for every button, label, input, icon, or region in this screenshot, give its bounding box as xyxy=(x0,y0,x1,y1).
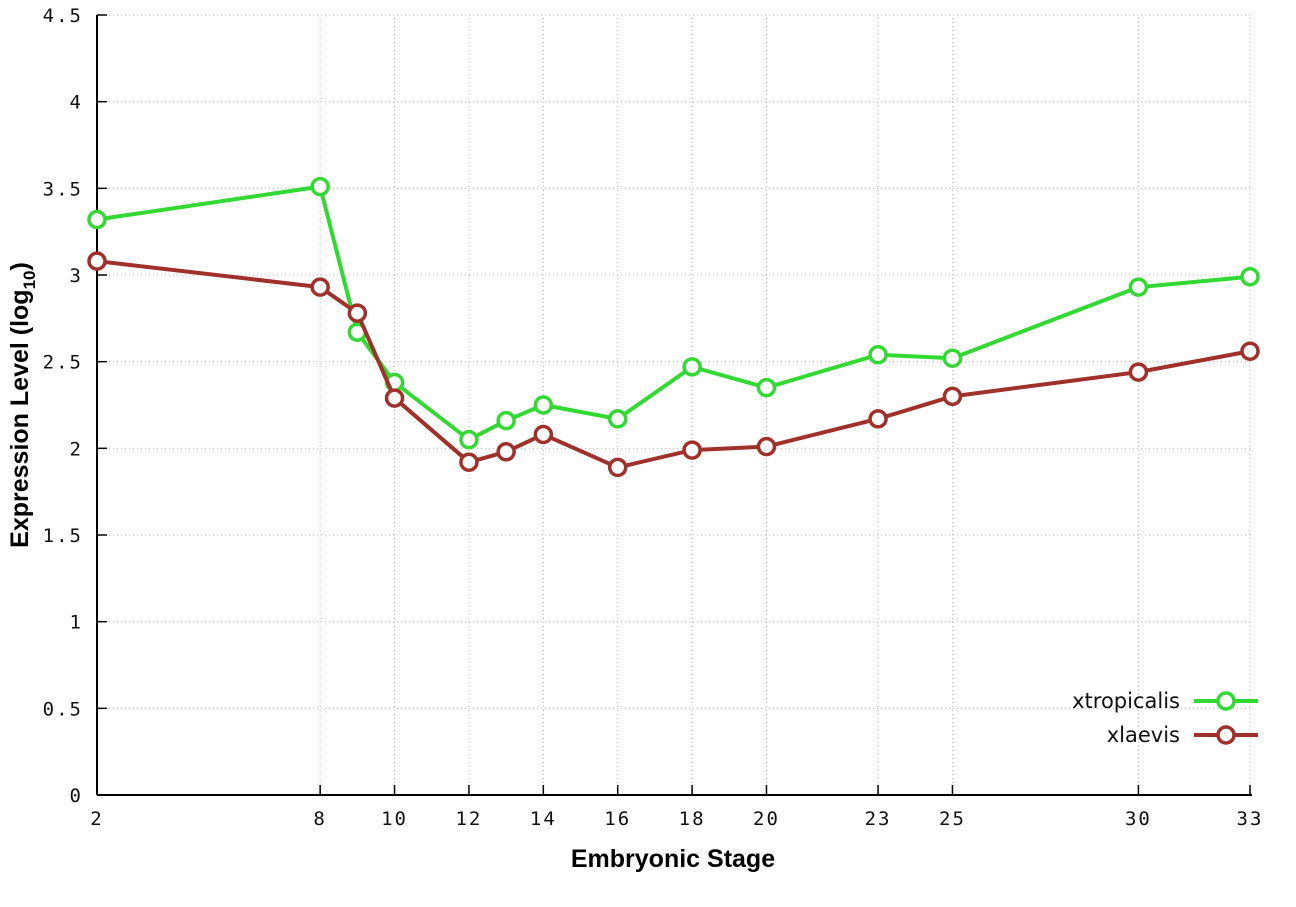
series-marker-xtropicalis xyxy=(533,395,554,415)
series-marker-xlaevis xyxy=(1128,362,1149,382)
series-marker-xlaevis xyxy=(868,409,888,429)
series-marker-xtropicalis xyxy=(310,176,330,197)
series-marker-xtropicalis xyxy=(496,410,516,431)
x-axis-title: Embryonic Stage xyxy=(571,845,775,873)
series-marker-xlaevis xyxy=(682,440,702,460)
series-line-xtropicalis xyxy=(95,184,1252,442)
series-marker-xtropicalis xyxy=(1128,277,1149,297)
legend-sample-marker-xlaevis xyxy=(1216,725,1236,745)
x-tick-label: 12 xyxy=(455,808,482,830)
axes-group: 2 8 10 12 14 16 18 20 23 25 30 33 0 0.5 1 1.5 2 2.5 3 3.5 4 4… xyxy=(43,5,1264,830)
series-marker-xlaevis xyxy=(347,303,368,323)
y-tick-label: 4.5 xyxy=(43,5,83,27)
x-tick-label: 14 xyxy=(530,808,557,830)
series-marker-xtropicalis xyxy=(682,357,702,377)
legend-group: xtropicalis xlaevis xyxy=(1072,689,1258,747)
series-marker-xtropicalis xyxy=(1240,266,1260,287)
y-tick-label: 1 xyxy=(70,612,83,634)
series-marker-xtropicalis xyxy=(607,409,628,429)
x-tick-label: 8 xyxy=(313,808,326,830)
series-marker-xtropicalis xyxy=(87,209,107,230)
y-tick-label: 2 xyxy=(70,438,83,460)
series-marker-xlaevis xyxy=(87,251,107,271)
series-marker-xlaevis xyxy=(310,277,330,297)
x-tick-label: 25 xyxy=(939,808,966,830)
y-axis-title: Expression Level (log10) xyxy=(6,262,39,548)
y-axis-title-subscript: 10 xyxy=(20,270,39,289)
series-line-xlaevis xyxy=(95,259,1252,470)
y-tick-label: 3 xyxy=(70,265,83,287)
series-marker-xlaevis xyxy=(1240,341,1260,362)
y-tick-label: 0 xyxy=(70,785,83,807)
x-tick-label: 33 xyxy=(1237,808,1264,830)
y-axis-title-suffix: ) xyxy=(6,262,34,270)
x-tick-label: 20 xyxy=(753,808,780,830)
legend-label-xtropicalis: xtropicalis xyxy=(1072,689,1180,713)
series-marker-xlaevis xyxy=(942,386,963,407)
series-marker-xtropicalis xyxy=(868,344,888,365)
legend-label-xlaevis: xlaevis xyxy=(1107,723,1180,747)
x-tick-label: 30 xyxy=(1125,808,1152,830)
y-tick-label: 4 xyxy=(70,92,83,114)
y-tick-label: 1.5 xyxy=(43,525,83,547)
series-marker-xlaevis xyxy=(607,457,628,478)
y-tick-label: 2.5 xyxy=(43,352,83,374)
series-marker-xlaevis xyxy=(496,442,516,462)
y-tick-label: 3.5 xyxy=(43,178,83,200)
series-marker-xtropicalis xyxy=(756,377,777,398)
x-tick-label: 10 xyxy=(381,808,408,830)
legend-sample-marker-xtropicalis xyxy=(1216,691,1236,711)
series-group xyxy=(87,176,1260,478)
series-marker-xlaevis xyxy=(384,388,405,408)
y-axis-title-prefix: Expression Level (log xyxy=(6,289,34,547)
series-marker-xtropicalis xyxy=(942,348,963,368)
series-marker-xtropicalis xyxy=(459,429,479,450)
x-tick-label: 23 xyxy=(865,808,892,830)
series-marker-xlaevis xyxy=(533,424,554,445)
y-tick-label: 0.5 xyxy=(43,698,83,720)
series-marker-xlaevis xyxy=(459,452,479,472)
series-marker-xlaevis xyxy=(756,436,777,457)
x-tick-label: 2 xyxy=(90,808,103,830)
grid-group xyxy=(96,14,1251,796)
x-tick-label: 16 xyxy=(604,808,631,830)
x-tick-label: 18 xyxy=(679,808,706,830)
